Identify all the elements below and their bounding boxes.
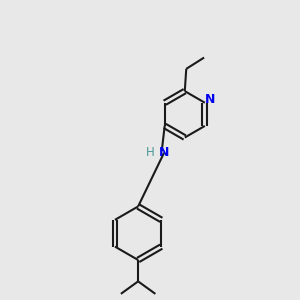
Text: N: N: [205, 93, 215, 106]
Text: N: N: [159, 146, 169, 159]
Text: H: H: [146, 146, 155, 159]
